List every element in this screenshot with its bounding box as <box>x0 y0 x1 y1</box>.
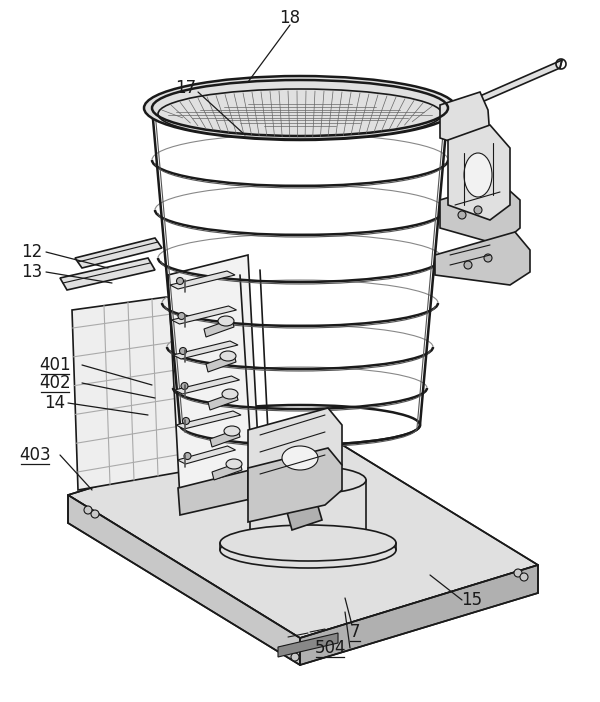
Circle shape <box>179 347 187 355</box>
Circle shape <box>281 646 289 654</box>
Ellipse shape <box>250 531 366 559</box>
Polygon shape <box>435 232 530 285</box>
Circle shape <box>514 569 522 577</box>
Ellipse shape <box>282 446 318 470</box>
Text: 12: 12 <box>22 243 43 261</box>
Ellipse shape <box>224 426 240 436</box>
Polygon shape <box>172 306 236 324</box>
Polygon shape <box>68 422 538 638</box>
Polygon shape <box>285 496 322 530</box>
Text: 401: 401 <box>39 356 71 374</box>
Polygon shape <box>278 633 338 657</box>
Ellipse shape <box>222 389 238 399</box>
Text: 13: 13 <box>22 263 43 281</box>
Circle shape <box>520 573 528 581</box>
Circle shape <box>84 506 92 514</box>
Polygon shape <box>60 258 155 290</box>
Text: 14: 14 <box>44 394 65 412</box>
Ellipse shape <box>158 89 442 139</box>
Circle shape <box>458 211 466 219</box>
Polygon shape <box>68 495 300 665</box>
Circle shape <box>464 261 472 269</box>
Circle shape <box>474 206 482 214</box>
Polygon shape <box>210 429 240 447</box>
Ellipse shape <box>226 459 242 469</box>
Circle shape <box>91 510 99 518</box>
Text: 7: 7 <box>350 623 360 641</box>
Text: 15: 15 <box>461 591 482 609</box>
Ellipse shape <box>250 466 366 494</box>
Polygon shape <box>440 182 520 245</box>
Polygon shape <box>440 92 490 148</box>
Polygon shape <box>175 376 239 394</box>
Polygon shape <box>248 448 342 522</box>
Polygon shape <box>204 319 234 337</box>
Polygon shape <box>168 255 260 500</box>
Circle shape <box>176 277 184 284</box>
Polygon shape <box>75 238 162 268</box>
Ellipse shape <box>218 316 234 326</box>
Polygon shape <box>173 341 238 359</box>
Circle shape <box>484 254 492 262</box>
Ellipse shape <box>220 532 396 568</box>
Polygon shape <box>448 125 510 220</box>
Polygon shape <box>178 446 235 464</box>
Circle shape <box>184 453 191 460</box>
Polygon shape <box>170 271 235 289</box>
Ellipse shape <box>220 351 236 361</box>
Circle shape <box>178 312 185 319</box>
Polygon shape <box>212 462 242 480</box>
Polygon shape <box>445 60 562 118</box>
Polygon shape <box>72 288 238 490</box>
Text: 504: 504 <box>314 639 346 657</box>
Polygon shape <box>248 408 342 500</box>
Ellipse shape <box>464 153 492 197</box>
Polygon shape <box>178 468 310 515</box>
Polygon shape <box>208 392 238 410</box>
Text: 402: 402 <box>39 374 71 392</box>
Text: 403: 403 <box>19 446 51 464</box>
Polygon shape <box>206 354 236 372</box>
Text: 17: 17 <box>175 79 197 97</box>
Polygon shape <box>300 565 538 665</box>
Ellipse shape <box>220 525 396 561</box>
Circle shape <box>182 418 190 425</box>
Circle shape <box>181 383 188 390</box>
Ellipse shape <box>144 76 456 140</box>
Circle shape <box>291 653 299 661</box>
Polygon shape <box>176 411 241 429</box>
Text: 18: 18 <box>280 9 301 27</box>
